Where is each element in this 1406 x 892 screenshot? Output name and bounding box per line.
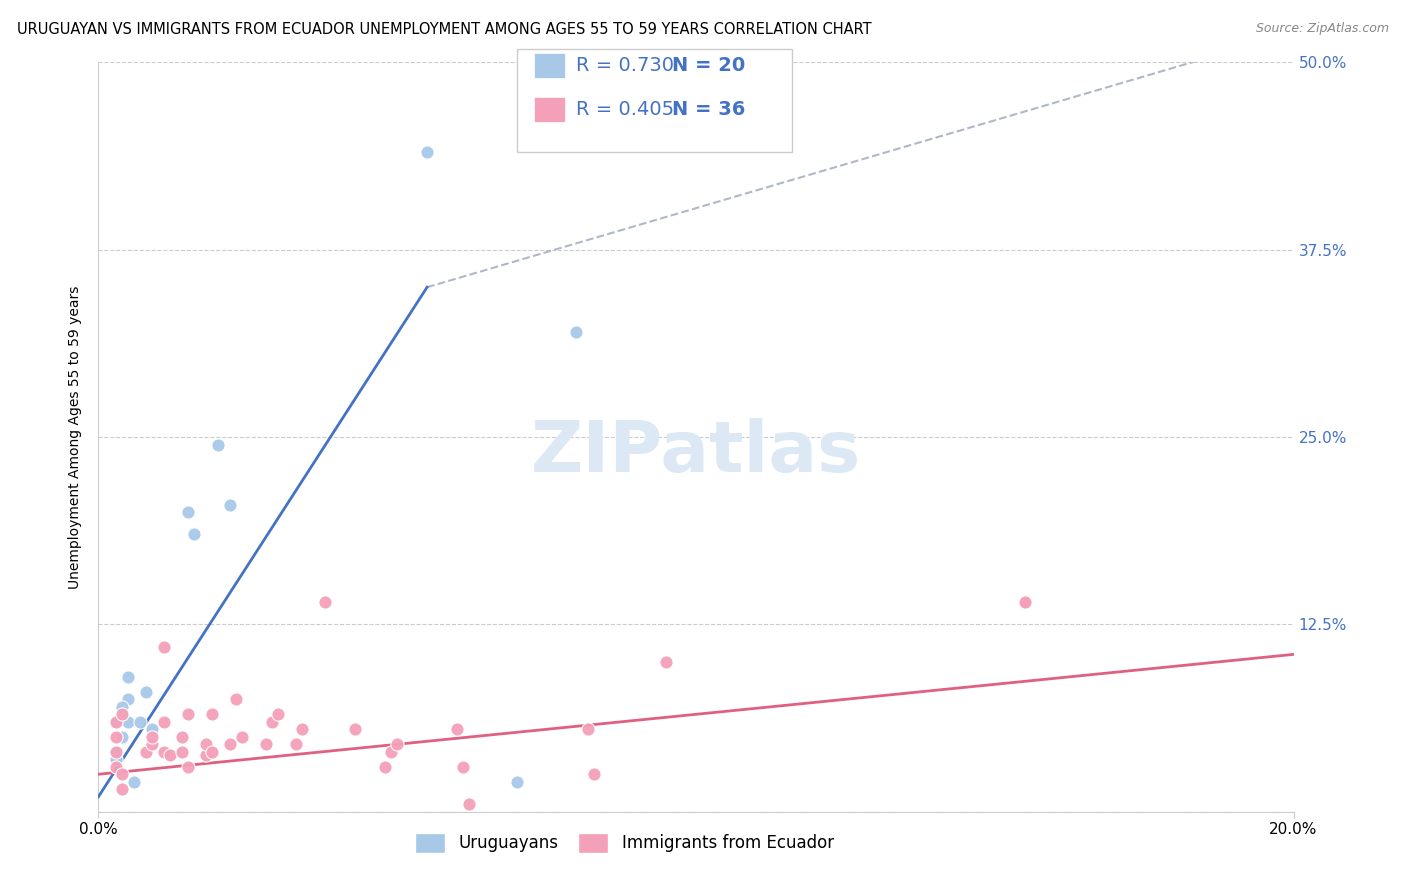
Point	[458, 797, 481, 812]
Point	[416, 145, 439, 160]
Point	[141, 730, 163, 744]
Point	[111, 730, 134, 744]
Point	[111, 707, 134, 722]
Point	[111, 767, 134, 781]
Point	[207, 437, 229, 451]
Point	[153, 714, 176, 729]
Point	[105, 714, 128, 729]
Point	[177, 505, 200, 519]
Point	[105, 752, 128, 766]
Point	[254, 737, 277, 751]
Point	[195, 747, 218, 762]
Point	[153, 640, 176, 654]
Text: ZIPatlas: ZIPatlas	[531, 417, 860, 486]
Point	[231, 730, 253, 744]
Point	[506, 774, 529, 789]
Point	[374, 760, 396, 774]
Text: URUGUAYAN VS IMMIGRANTS FROM ECUADOR UNEMPLOYMENT AMONG AGES 55 TO 59 YEARS CORR: URUGUAYAN VS IMMIGRANTS FROM ECUADOR UNE…	[17, 22, 872, 37]
Text: Source: ZipAtlas.com: Source: ZipAtlas.com	[1256, 22, 1389, 36]
Point	[291, 723, 314, 737]
Point	[117, 670, 139, 684]
Point	[105, 760, 128, 774]
Point	[172, 730, 194, 744]
Point	[159, 747, 181, 762]
Point	[380, 745, 402, 759]
Point	[201, 745, 224, 759]
Point	[446, 723, 468, 737]
Point	[117, 692, 139, 706]
Point	[124, 774, 146, 789]
Point	[578, 723, 600, 737]
Point	[451, 760, 474, 774]
Legend: Uruguayans, Immigrants from Ecuador: Uruguayans, Immigrants from Ecuador	[408, 826, 841, 860]
Point	[183, 527, 205, 541]
Point	[141, 737, 163, 751]
Point	[111, 699, 134, 714]
Point	[565, 325, 588, 339]
Point	[177, 760, 200, 774]
Point	[129, 714, 152, 729]
Point	[111, 782, 134, 797]
Point	[219, 737, 242, 751]
Point	[135, 745, 157, 759]
Point	[219, 498, 242, 512]
Point	[105, 714, 128, 729]
Point	[260, 714, 283, 729]
Point	[267, 707, 290, 722]
Point	[655, 655, 678, 669]
Point	[135, 685, 157, 699]
Point	[225, 692, 247, 706]
Text: N = 36: N = 36	[672, 100, 745, 120]
Text: R = 0.405: R = 0.405	[576, 100, 675, 120]
Point	[117, 714, 139, 729]
Y-axis label: Unemployment Among Ages 55 to 59 years: Unemployment Among Ages 55 to 59 years	[69, 285, 83, 589]
Point	[583, 767, 606, 781]
Text: N = 20: N = 20	[672, 55, 745, 75]
Point	[153, 745, 176, 759]
Point	[195, 737, 218, 751]
Point	[201, 707, 224, 722]
Point	[177, 707, 200, 722]
Point	[105, 730, 128, 744]
Point	[1014, 595, 1036, 609]
Point	[315, 595, 337, 609]
Text: R = 0.730: R = 0.730	[576, 55, 675, 75]
Point	[105, 745, 128, 759]
Point	[111, 707, 134, 722]
Point	[141, 723, 163, 737]
Point	[385, 737, 409, 751]
Point	[1014, 595, 1036, 609]
Point	[344, 723, 367, 737]
Point	[284, 737, 307, 751]
Point	[105, 745, 128, 759]
Point	[172, 745, 194, 759]
